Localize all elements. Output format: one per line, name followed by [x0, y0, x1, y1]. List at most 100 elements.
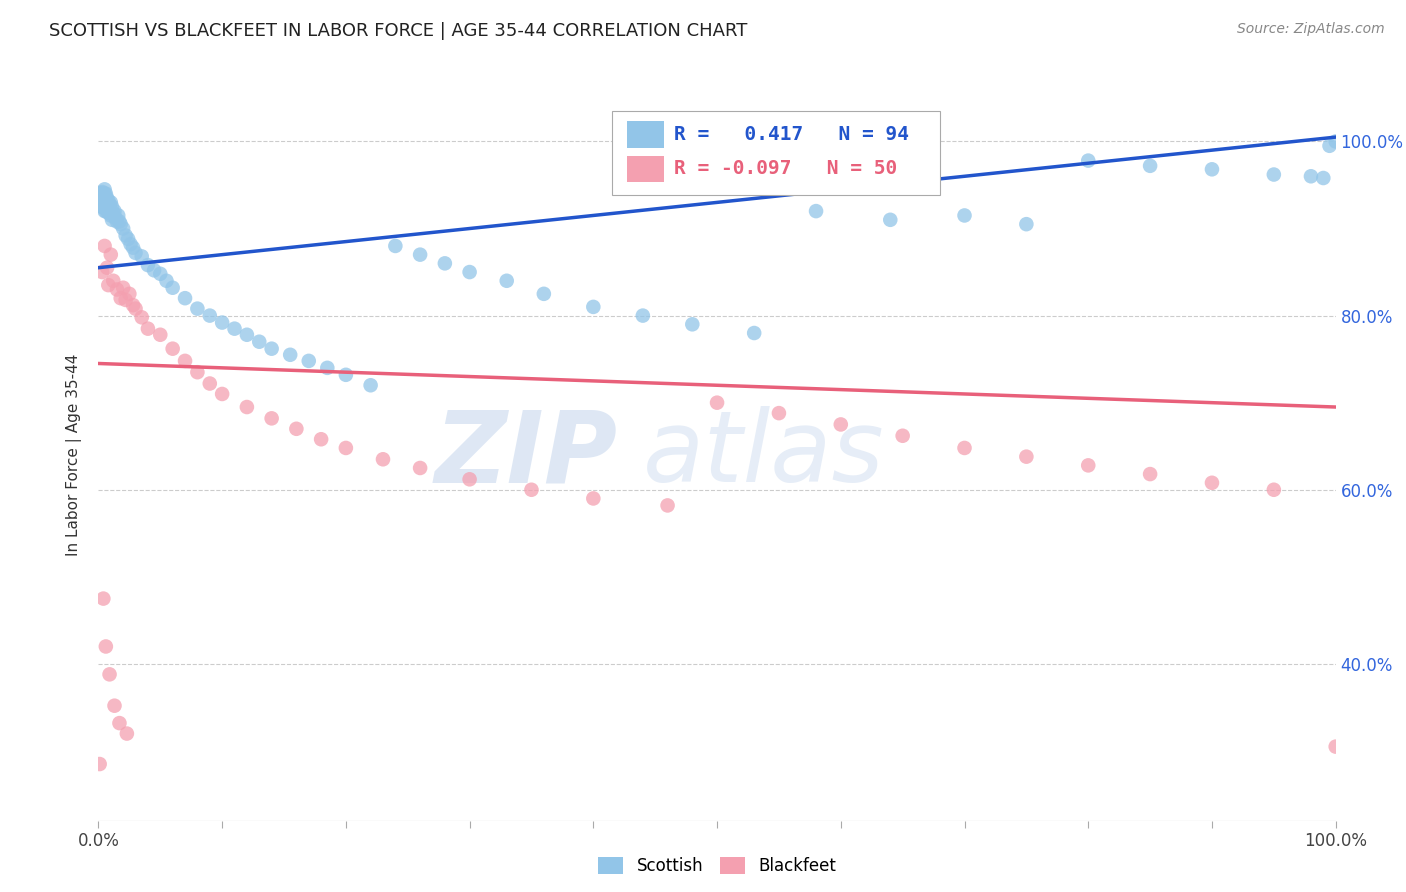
Point — [360, 378, 382, 392]
Point — [495, 274, 517, 288]
Point — [804, 204, 827, 219]
Point — [409, 247, 432, 261]
Point — [879, 212, 901, 227]
Point — [110, 291, 132, 305]
Point — [631, 309, 654, 323]
Point — [100, 247, 122, 261]
Point — [186, 365, 208, 379]
Point — [91, 265, 114, 279]
Point — [93, 591, 115, 606]
Point — [1201, 162, 1223, 177]
Point — [260, 342, 283, 356]
Point — [236, 327, 259, 342]
Point — [162, 342, 184, 356]
Point — [1139, 467, 1161, 481]
Point — [681, 318, 703, 332]
Point — [114, 228, 136, 243]
Point — [768, 406, 790, 420]
Point — [100, 209, 122, 223]
Point — [89, 186, 111, 201]
Point — [93, 191, 115, 205]
Point — [1324, 739, 1347, 754]
Point — [198, 309, 221, 323]
Text: SCOTTISH VS BLACKFEET IN LABOR FORCE | AGE 35-44 CORRELATION CHART: SCOTTISH VS BLACKFEET IN LABOR FORCE | A… — [49, 22, 748, 40]
Point — [1319, 138, 1341, 153]
Point — [1201, 475, 1223, 490]
Point — [211, 316, 233, 330]
Point — [211, 387, 233, 401]
Point — [103, 204, 125, 219]
Point — [91, 186, 114, 201]
Point — [110, 217, 132, 231]
Point — [91, 197, 114, 211]
Point — [1015, 217, 1038, 231]
Point — [101, 212, 124, 227]
Point — [1299, 169, 1322, 184]
Point — [371, 452, 394, 467]
Point — [91, 185, 114, 199]
Point — [533, 286, 555, 301]
Point — [98, 667, 121, 681]
Point — [105, 283, 128, 297]
Point — [458, 265, 481, 279]
Point — [657, 499, 679, 513]
Point — [93, 194, 115, 208]
Point — [91, 200, 114, 214]
Point — [260, 411, 283, 425]
Point — [1015, 450, 1038, 464]
Point — [94, 191, 117, 205]
Text: Source: ZipAtlas.com: Source: ZipAtlas.com — [1237, 22, 1385, 37]
Point — [136, 321, 159, 335]
Point — [1077, 153, 1099, 168]
Point — [224, 321, 246, 335]
Point — [93, 190, 115, 204]
Text: R =   0.417   N = 94: R = 0.417 N = 94 — [673, 125, 908, 144]
Point — [953, 441, 976, 455]
Point — [91, 194, 114, 208]
FancyBboxPatch shape — [612, 112, 939, 195]
Point — [162, 281, 184, 295]
Point — [143, 263, 166, 277]
Text: ZIP: ZIP — [434, 407, 619, 503]
Point — [953, 209, 976, 223]
Point — [117, 232, 139, 246]
Point — [97, 206, 120, 220]
Point — [278, 348, 301, 362]
Point — [174, 354, 197, 368]
Point — [89, 195, 111, 210]
Point — [582, 491, 605, 506]
Point — [120, 237, 142, 252]
Point — [115, 726, 138, 740]
Point — [103, 274, 125, 288]
Point — [316, 360, 339, 375]
Point — [94, 640, 117, 654]
Point — [298, 354, 321, 368]
Point — [96, 260, 118, 275]
Point — [105, 214, 128, 228]
Point — [149, 327, 172, 342]
Point — [104, 211, 127, 225]
Point — [174, 291, 197, 305]
Point — [1263, 168, 1285, 182]
Point — [100, 195, 122, 210]
Point — [90, 188, 112, 202]
Text: R = -0.097   N = 50: R = -0.097 N = 50 — [673, 160, 897, 178]
Point — [124, 246, 146, 260]
Point — [97, 200, 120, 214]
Point — [247, 334, 270, 349]
Point — [97, 278, 120, 293]
Point — [1077, 458, 1099, 473]
Point — [93, 200, 115, 214]
Point — [706, 395, 728, 409]
Point — [108, 214, 131, 228]
Point — [155, 274, 177, 288]
Point — [520, 483, 543, 497]
Bar — [627, 156, 664, 182]
Point — [122, 298, 145, 312]
Point — [89, 191, 111, 205]
Point — [433, 256, 456, 270]
Point — [98, 204, 121, 219]
Point — [582, 300, 605, 314]
Text: atlas: atlas — [643, 407, 884, 503]
Point — [458, 472, 481, 486]
